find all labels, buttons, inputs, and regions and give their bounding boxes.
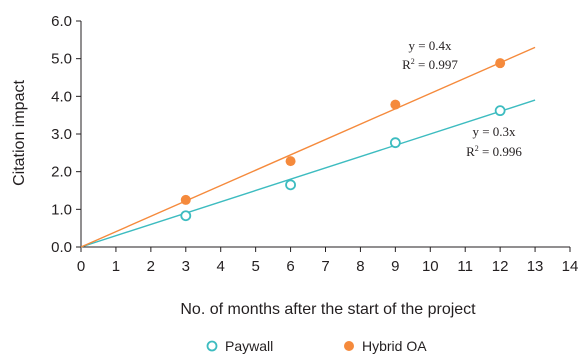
data-point-hybrid-oa — [180, 194, 191, 205]
y-tick-label: 5.0 — [51, 51, 72, 68]
x-tick-label: 2 — [147, 258, 155, 275]
regression-equations: y = 0.3x R2 = 0.996 y = 0.4x R2 = 0.997 — [402, 38, 522, 159]
x-tick-label: 13 — [527, 258, 544, 275]
y-tick-label: 0.0 — [51, 239, 72, 256]
trend-lines — [80, 46, 536, 248]
x-tick-label: 7 — [321, 258, 329, 275]
x-tick-label: 5 — [251, 258, 259, 275]
x-tick-label: 8 — [356, 258, 364, 275]
data-point-paywall — [285, 179, 296, 191]
y-tick-label: 1.0 — [51, 201, 72, 218]
legend-marker-hybrid-oa — [344, 341, 354, 351]
y-tick-label: 4.0 — [51, 88, 72, 105]
data-point-hybrid-oa — [285, 156, 296, 167]
trend-line-hybrid-oa — [80, 46, 536, 248]
x-tick-label: 14 — [562, 258, 579, 275]
regression-equation: y = 0.4x — [408, 38, 452, 53]
data-points — [180, 58, 506, 222]
data-point-paywall — [180, 210, 192, 222]
x-tick-label: 1 — [112, 258, 120, 275]
x-tick-label: 0 — [77, 258, 85, 275]
legend: Paywall Hybrid OA — [206, 338, 427, 354]
legend-marker-paywall — [206, 340, 218, 352]
data-point-hybrid-oa — [390, 99, 401, 110]
data-point-paywall — [389, 137, 401, 149]
trend-line-paywall — [80, 99, 536, 248]
y-axis-title: Citation impact — [11, 80, 28, 186]
r-squared-label: R2 = 0.997 — [402, 57, 458, 72]
regression-equation: y = 0.3x — [472, 124, 516, 139]
x-tick-label: 3 — [182, 258, 190, 275]
legend-label-paywall: Paywall — [225, 338, 273, 354]
x-tick-label: 4 — [217, 258, 225, 275]
x-tick-label: 11 — [457, 258, 473, 275]
r-squared-label: R2 = 0.996 — [466, 144, 522, 159]
axes: 0.01.02.03.04.05.06.00 1 2 3 4 5 6 7 8 9 10 11 12 13 1… — [51, 13, 578, 275]
x-tick-label: 9 — [391, 258, 399, 275]
x-axis-title: No. of months after the start of the pro… — [180, 301, 476, 318]
x-tick-label: 6 — [286, 258, 294, 275]
data-point-paywall — [494, 105, 506, 117]
y-tick-label: 3.0 — [51, 126, 72, 143]
y-tick-label: 2.0 — [51, 164, 72, 181]
x-tick-label: 12 — [492, 258, 509, 275]
data-point-hybrid-oa — [495, 58, 506, 69]
legend-label-hybrid-oa: Hybrid OA — [362, 338, 427, 354]
x-tick-label: 10 — [422, 258, 439, 275]
y-tick-label: 6.0 — [51, 13, 72, 30]
